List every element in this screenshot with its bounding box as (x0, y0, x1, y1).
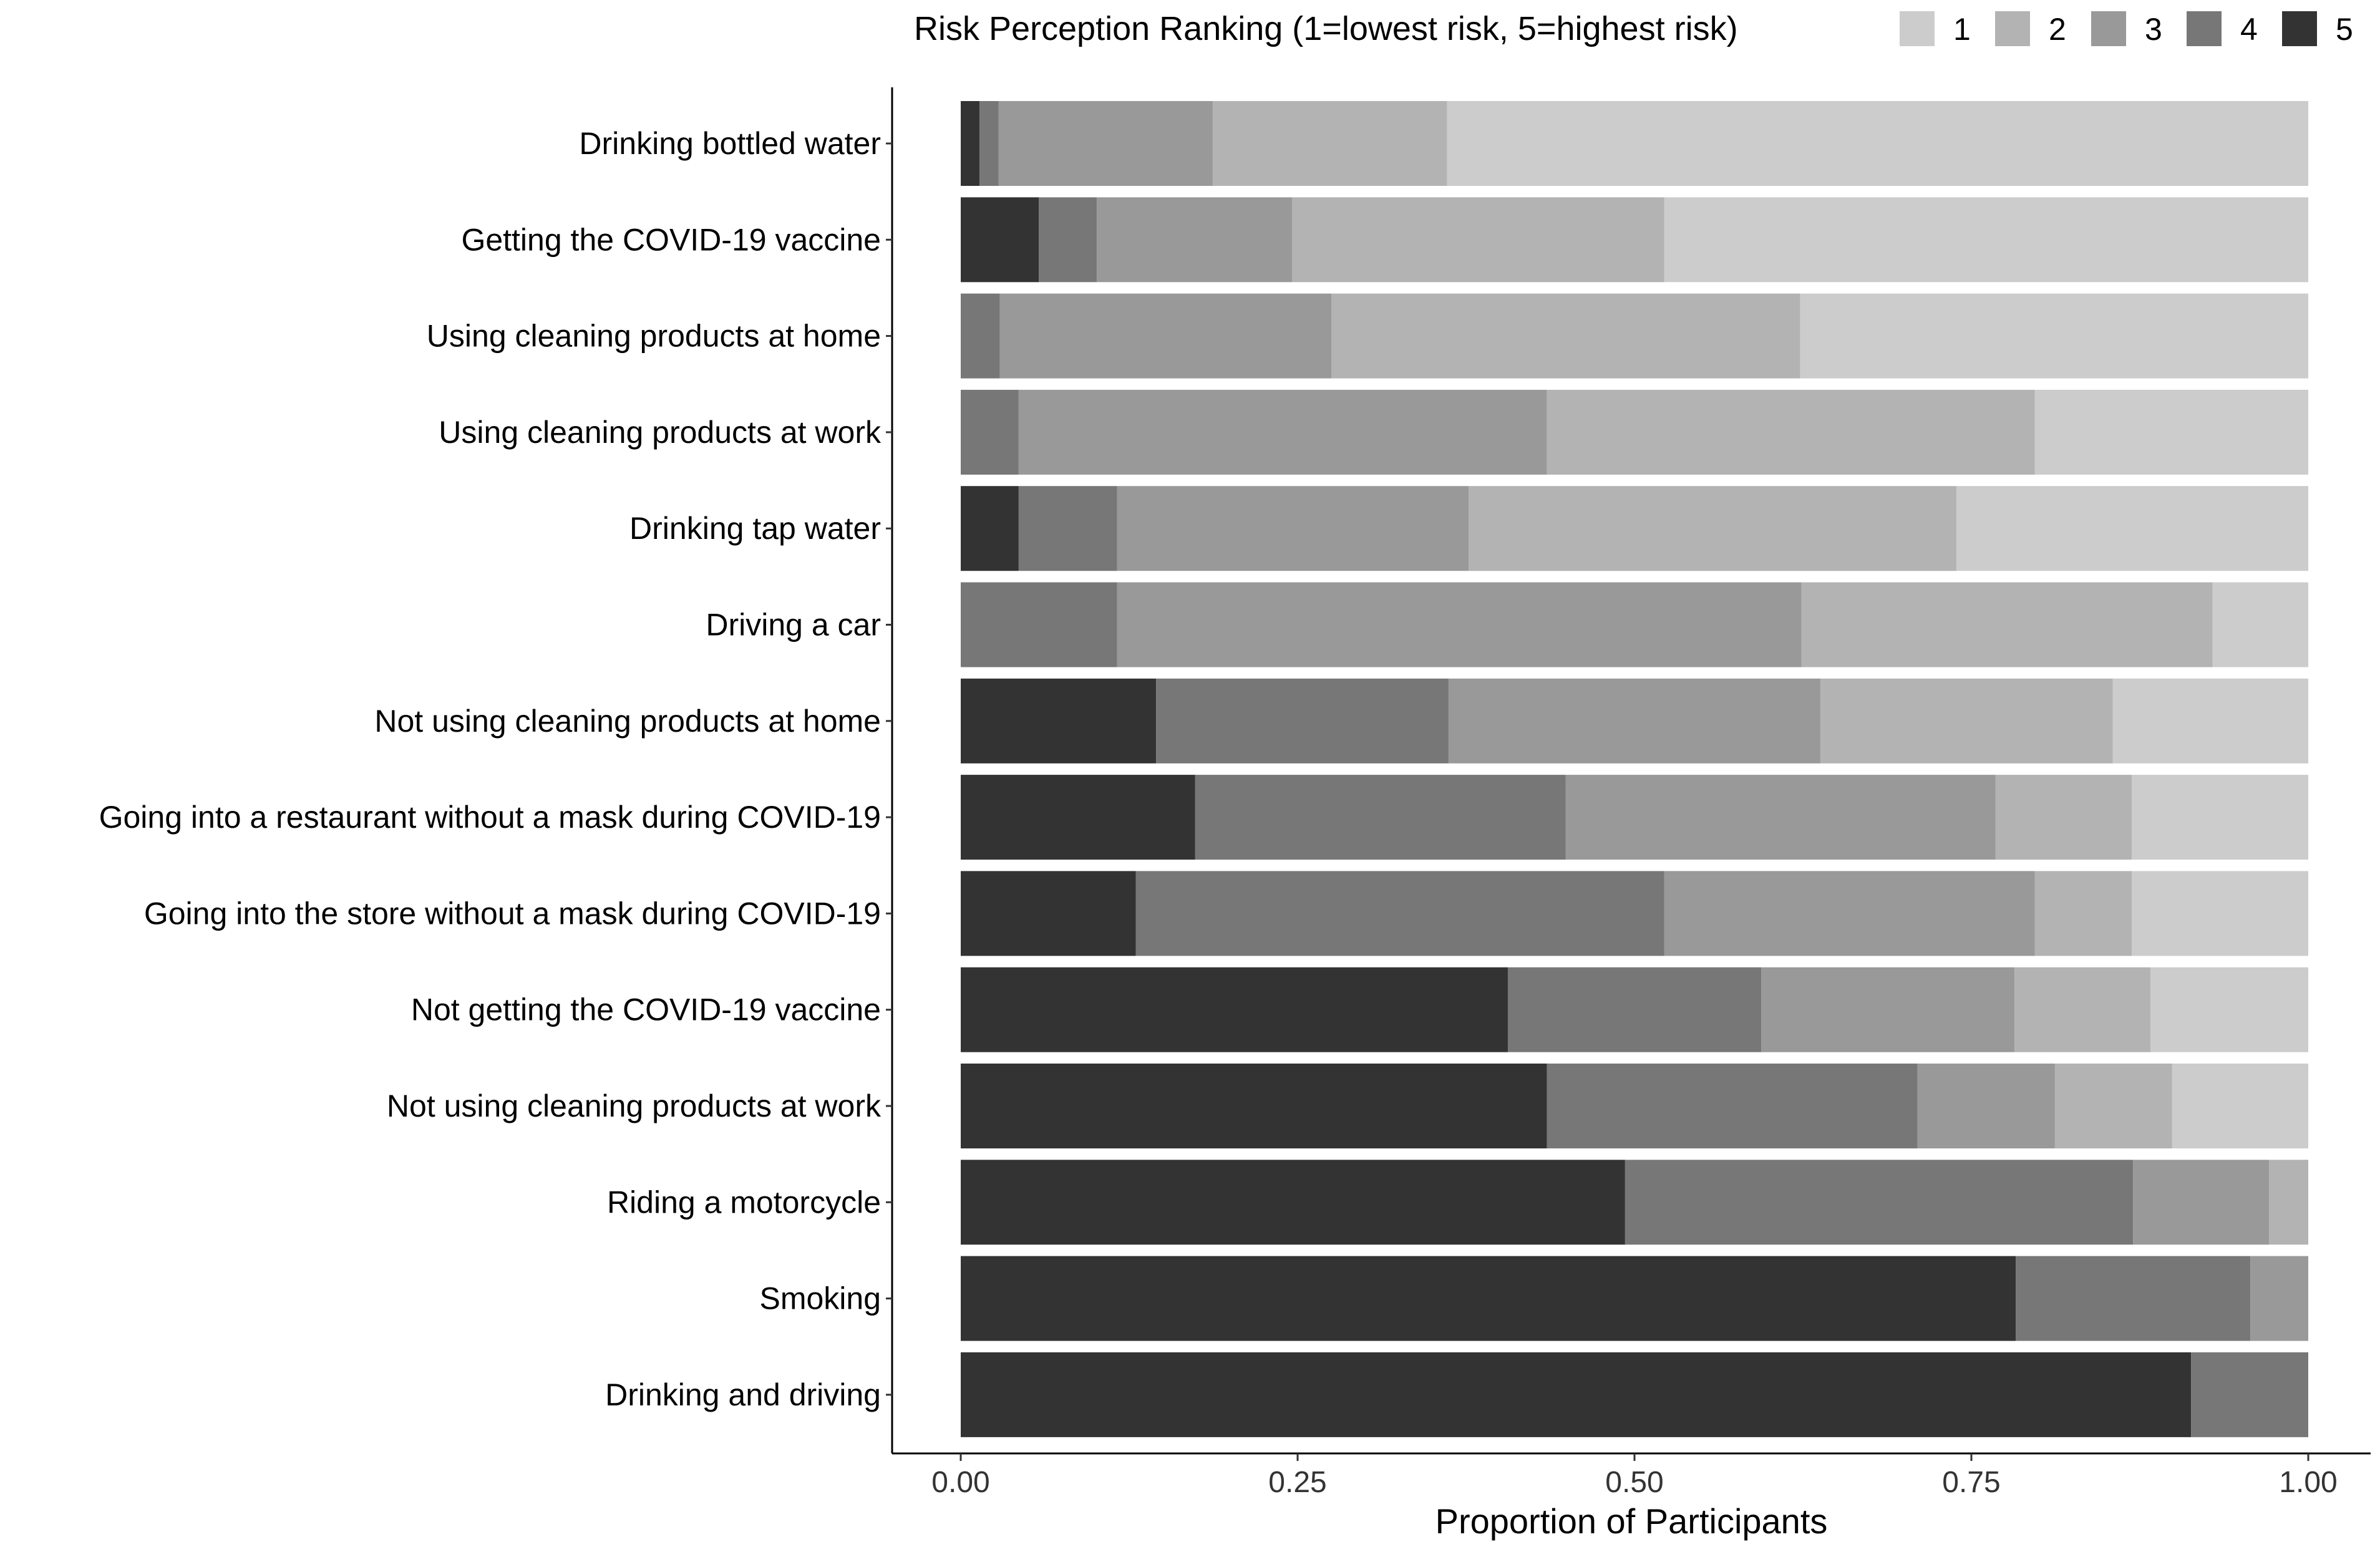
bar-segment-rank-3 (1097, 197, 1293, 283)
legend-key-2 (1995, 11, 2030, 46)
bar-segment-rank-3 (2250, 1256, 2308, 1341)
bar-segment-rank-4 (961, 293, 1000, 379)
bar-segment-rank-1 (2212, 582, 2308, 667)
legend-key-3 (2091, 11, 2126, 46)
bar-segment-rank-3 (1018, 389, 1547, 475)
bar-segment-rank-1 (2150, 967, 2308, 1052)
bar-segment-rank-1 (2112, 678, 2308, 764)
bar-segment-rank-2 (1820, 678, 2113, 764)
bar-segment-rank-4 (1156, 678, 1449, 764)
bar-segment-rank-5 (961, 486, 1019, 571)
legend-title: Risk Perception Ranking (1=lowest risk, … (914, 10, 1738, 47)
bar-segment-rank-1 (2132, 871, 2308, 956)
category-label: Using cleaning products at work (439, 415, 882, 450)
bar-segment-rank-3 (1917, 1064, 2055, 1148)
bar-segment-rank-5 (961, 101, 980, 186)
bar-segment-rank-4 (1135, 871, 1664, 956)
axes-layer (891, 87, 2371, 1455)
legend-label: 3 (2145, 12, 2162, 47)
category-label: Riding a motorcycle (607, 1185, 881, 1220)
bar-segment-rank-2 (2014, 967, 2151, 1052)
bars-layer (961, 101, 2308, 1437)
legend-label: 5 (2336, 12, 2353, 47)
category-label: Smoking (759, 1281, 881, 1316)
x-ticks: 0.00 0.25 0.50 0.75 1.00 (931, 1453, 2338, 1499)
bar-segment-rank-4 (1507, 967, 1762, 1052)
bar-segment-rank-2 (1212, 101, 1447, 186)
bar-segment-rank-5 (961, 1352, 2192, 1437)
bar-segment-rank-4 (1625, 1160, 2134, 1245)
bar-segment-rank-2 (1995, 775, 2132, 860)
category-label: Not using cleaning products at work (387, 1089, 882, 1123)
bar-segment-rank-3 (1448, 678, 1821, 764)
bar-segment-rank-5 (961, 775, 1195, 860)
bar-segment-rank-4 (2016, 1256, 2251, 1341)
bar-segment-rank-1 (2132, 775, 2308, 860)
bar-segment-rank-2 (1331, 293, 1800, 379)
bar-segment-rank-1 (2172, 1064, 2308, 1148)
y-tick-labels: Drinking bottled water Getting the COVID-… (99, 126, 892, 1412)
category-label: Drinking and driving (605, 1377, 881, 1412)
bar-segment-rank-3 (1117, 486, 1469, 571)
bar-segment-rank-3 (1565, 775, 1996, 860)
legend-label: 1 (1953, 12, 1971, 47)
bar-segment-rank-4 (961, 582, 1117, 667)
bar-segment-rank-4 (1018, 486, 1117, 571)
bar-segment-rank-1 (1800, 293, 2308, 379)
bar-segment-rank-5 (961, 678, 1157, 764)
legend-key-1 (1900, 11, 1935, 46)
bar-segment-rank-1 (1664, 197, 2308, 283)
category-label: Using cleaning products at home (427, 319, 881, 354)
bar-segment-rank-3 (1664, 871, 2035, 956)
legend-label: 4 (2240, 12, 2258, 47)
bar-segment-rank-5 (961, 1256, 2016, 1341)
x-tick-label: 0.25 (1268, 1466, 1326, 1499)
bar-segment-rank-5 (961, 1064, 1547, 1148)
category-label: Driving a car (706, 608, 881, 643)
category-label: Drinking bottled water (579, 126, 881, 161)
bar-segment-rank-4 (1195, 775, 1566, 860)
bar-segment-rank-1 (2034, 389, 2308, 475)
bar-segment-rank-3 (2133, 1160, 2270, 1245)
bar-segment-rank-1 (1447, 101, 2308, 186)
bar-segment-rank-2 (2054, 1064, 2172, 1148)
category-label: Getting the COVID-19 vaccine (461, 222, 881, 257)
bar-segment-rank-1 (1956, 486, 2308, 571)
category-label: Going into the store without a mask duri… (144, 896, 881, 931)
bar-segment-rank-5 (961, 967, 1508, 1052)
bar-segment-rank-3 (999, 293, 1331, 379)
bar-segment-rank-4 (1547, 1064, 1918, 1148)
x-axis-title: Proportion of Participants (1435, 1501, 1828, 1541)
category-label: Going into a restaurant without a mask d… (99, 800, 881, 835)
bar-segment-rank-2 (1801, 582, 2213, 667)
legend: Risk Perception Ranking (1=lowest risk, … (914, 10, 2353, 47)
legend-key-5 (2282, 11, 2317, 46)
bar-segment-rank-2 (1469, 486, 1957, 571)
x-tick-label: 0.50 (1605, 1466, 1663, 1499)
bar-segment-rank-3 (1761, 967, 2015, 1052)
category-label: Not using cleaning products at home (374, 704, 881, 739)
bar-segment-rank-2 (2034, 871, 2132, 956)
bar-segment-rank-4 (961, 389, 1019, 475)
x-tick-label: 1.00 (2279, 1466, 2337, 1499)
bar-segment-rank-5 (961, 871, 1136, 956)
category-label: Drinking tap water (629, 511, 881, 546)
x-tick-label: 0.00 (931, 1466, 989, 1499)
bar-segment-rank-3 (998, 101, 1213, 186)
category-label: Not getting the COVID-19 vaccine (411, 992, 881, 1027)
bar-segment-rank-5 (961, 1160, 1625, 1245)
x-tick-label: 0.75 (1942, 1466, 2000, 1499)
bar-segment-rank-3 (1117, 582, 1802, 667)
bar-segment-rank-4 (1039, 197, 1097, 283)
bar-segment-rank-2 (1292, 197, 1664, 283)
legend-key-4 (2187, 11, 2222, 46)
bar-segment-rank-5 (961, 197, 1039, 283)
bar-segment-rank-4 (2191, 1352, 2308, 1437)
bar-segment-rank-2 (2269, 1160, 2308, 1245)
legend-label: 2 (2049, 12, 2066, 47)
bar-segment-rank-2 (1547, 389, 2035, 475)
bar-segment-rank-4 (979, 101, 999, 186)
